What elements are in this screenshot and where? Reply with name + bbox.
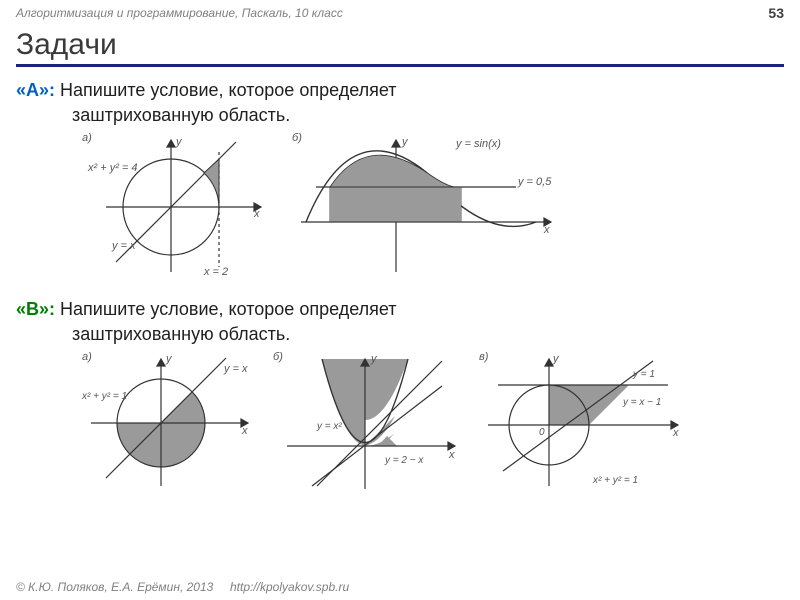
page-title: Задачи (16, 28, 784, 62)
fig-a-b-label: б) (292, 132, 302, 144)
fig-a-a-eq-circle: x² + y² = 4 (88, 162, 138, 174)
fig-a-a: а) x² + y² = 4 y x y = x x = 2 (76, 132, 276, 282)
task-a-line2: заштрихованную область. (72, 104, 784, 127)
fig-b-c-axis-x: x (673, 427, 679, 439)
fig-b-b: б) y = x² y = 2 − x y x (267, 351, 467, 496)
task-a-tag: «A»: (16, 80, 55, 100)
fig-b-c-eq-circle: x² + y² = 1 (593, 475, 638, 486)
header-bar: Алгоритмизация и программирование, Паска… (0, 0, 800, 26)
fig-a-a-label: а) (82, 132, 92, 144)
fig-a-a-eq-vert: x = 2 (204, 266, 228, 278)
fig-b-a-eq-line: y = x (224, 363, 248, 375)
footer-url: http://kpolyakov.spb.ru (230, 580, 349, 594)
footer: © К.Ю. Поляков, Е.А. Ерёмин, 2013 http:/… (16, 580, 349, 594)
fig-a-a-axis-x: x (254, 208, 260, 220)
fig-b-b-label: б) (273, 351, 283, 363)
fig-a-b-eq-sin: y = sin(x) (456, 138, 501, 150)
fig-a-b: б) y = sin(x) y = 0,5 y x (286, 132, 566, 282)
title-block: Задачи (0, 26, 800, 73)
fig-b-c-svg (473, 351, 693, 496)
fig-b-b-eq-par: y = x² (317, 421, 342, 432)
title-underline (16, 64, 784, 67)
course-label: Алгоритмизация и программирование, Паска… (16, 6, 343, 20)
fig-b-c-eq-diag: y = x − 1 (623, 397, 661, 408)
fig-b-c-eq-top: y = 1 (633, 369, 655, 380)
fig-a-b-axis-y: y (402, 136, 408, 148)
task-a-text1: Напишите условие, которое определяет (60, 80, 397, 100)
fig-a-b-eq-h: y = 0,5 (518, 176, 551, 188)
fig-b-c-origin: 0 (539, 427, 545, 438)
fig-b-a-eq-circle: x² + y² = 1 (82, 391, 127, 402)
fig-b-b-svg (267, 351, 467, 496)
fig-b-a-label: а) (82, 351, 92, 363)
fig-b-b-axis-y: y (371, 353, 377, 365)
fig-b-b-axis-x: x (449, 449, 455, 461)
task-b-figures: а) x² + y² = 1 y = x y x (76, 351, 784, 496)
task-b-tag: «B»: (16, 299, 55, 319)
task-b-line1: «B»: Напишите условие, которое определяе… (16, 298, 784, 321)
fig-b-b-eq-line: y = 2 − x (385, 455, 423, 466)
content-area: «A»: Напишите условие, которое определяе… (0, 73, 800, 496)
fig-a-b-axis-x: x (544, 224, 550, 236)
page-number: 53 (768, 5, 784, 21)
task-a-line1: «A»: Напишите условие, которое определяе… (16, 79, 784, 102)
task-a-figures: а) x² + y² = 4 y x y = x x = 2 (76, 132, 784, 282)
task-b-text1: Напишите условие, которое определяет (60, 299, 397, 319)
fig-a-a-svg (76, 132, 276, 282)
fig-a-a-axis-y: y (176, 136, 182, 148)
footer-authors: © К.Ю. Поляков, Е.А. Ерёмин, 2013 (16, 580, 213, 594)
fig-b-a-axis-x: x (242, 425, 248, 437)
fig-b-c-label: в) (479, 351, 488, 363)
fig-b-a: а) x² + y² = 1 y = x y x (76, 351, 261, 496)
fig-b-a-axis-y: y (166, 353, 172, 365)
fig-b-c-axis-y: y (553, 353, 559, 365)
fig-a-a-eq-line: y = x (112, 240, 136, 252)
task-b-line2: заштрихованную область. (72, 323, 784, 346)
fig-b-c: в) y = 1 y = x − 1 x² + y² = 1 y x 0 (473, 351, 693, 496)
fig-a-b-svg (286, 132, 566, 282)
